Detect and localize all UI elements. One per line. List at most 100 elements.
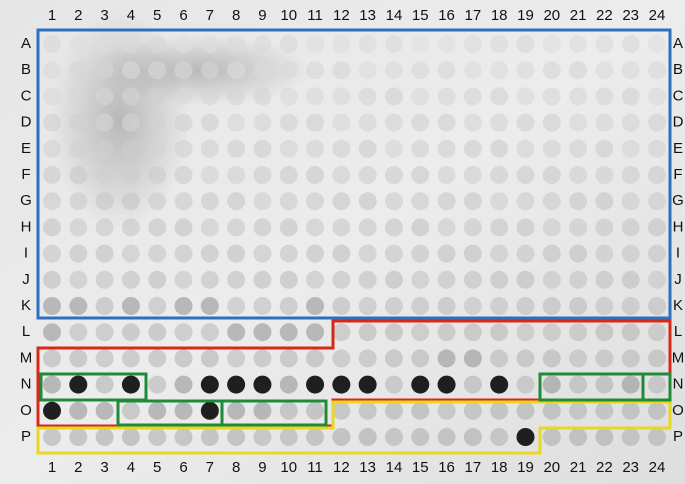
well (490, 87, 508, 105)
well (148, 323, 166, 341)
well (385, 323, 403, 341)
row-label: K (673, 297, 683, 314)
well (490, 402, 508, 420)
row-label: E (21, 140, 31, 157)
well (306, 192, 324, 210)
well (280, 166, 298, 184)
well (490, 349, 508, 367)
well (438, 297, 456, 315)
well (438, 271, 456, 289)
well (464, 376, 482, 394)
row-label: A (21, 35, 31, 52)
well (253, 61, 271, 79)
well (122, 402, 140, 420)
well (438, 376, 456, 394)
well (148, 87, 166, 105)
well (464, 323, 482, 341)
well (438, 61, 456, 79)
row-label: H (673, 218, 684, 235)
well (411, 376, 429, 394)
well (464, 245, 482, 263)
well (569, 192, 587, 210)
column-label: 12 (333, 459, 350, 476)
column-label: 11 (307, 7, 323, 24)
row-label: F (21, 166, 30, 183)
well (648, 35, 666, 53)
well (227, 245, 245, 263)
well (648, 87, 666, 105)
well (306, 323, 324, 341)
well (280, 297, 298, 315)
plate-image: 1122334455667788991010111112121313141415… (0, 0, 685, 484)
well (69, 218, 87, 236)
well (43, 218, 61, 236)
well (122, 87, 140, 105)
well (253, 192, 271, 210)
well (569, 428, 587, 446)
well (516, 376, 534, 394)
column-label: 17 (465, 459, 482, 476)
well (96, 271, 114, 289)
well (385, 35, 403, 53)
well (43, 114, 61, 132)
well (359, 140, 377, 158)
well (148, 166, 166, 184)
well (69, 35, 87, 53)
well (490, 245, 508, 263)
well (411, 218, 429, 236)
well (359, 402, 377, 420)
well (516, 271, 534, 289)
well (253, 140, 271, 158)
well (438, 402, 456, 420)
well (332, 402, 350, 420)
well (69, 376, 87, 394)
well (648, 402, 666, 420)
well (43, 402, 61, 420)
well (490, 376, 508, 394)
well (385, 271, 403, 289)
column-label: 23 (622, 459, 639, 476)
well (148, 349, 166, 367)
well (175, 140, 193, 158)
well (464, 140, 482, 158)
well (69, 87, 87, 105)
column-label: 15 (412, 459, 429, 476)
well (227, 376, 245, 394)
well (438, 87, 456, 105)
well (201, 218, 219, 236)
well (464, 87, 482, 105)
well (227, 166, 245, 184)
well (201, 402, 219, 420)
well (122, 218, 140, 236)
well (96, 166, 114, 184)
column-label: 14 (386, 7, 403, 24)
well (148, 297, 166, 315)
column-label: 24 (649, 7, 666, 24)
row-label: J (674, 271, 682, 288)
well (332, 114, 350, 132)
well (569, 61, 587, 79)
column-label: 19 (517, 459, 534, 476)
well (595, 192, 613, 210)
row-label: P (21, 428, 31, 445)
well (253, 166, 271, 184)
well (464, 192, 482, 210)
well (569, 114, 587, 132)
well (438, 218, 456, 236)
well (543, 61, 561, 79)
well (595, 402, 613, 420)
well (280, 271, 298, 289)
row-label: J (22, 271, 30, 288)
well (622, 87, 640, 105)
well (175, 245, 193, 263)
well (306, 271, 324, 289)
well (359, 428, 377, 446)
column-label: 11 (307, 459, 323, 476)
well (306, 428, 324, 446)
well (122, 166, 140, 184)
column-label: 9 (258, 459, 266, 476)
well (490, 192, 508, 210)
well (464, 271, 482, 289)
well (69, 61, 87, 79)
well (122, 349, 140, 367)
